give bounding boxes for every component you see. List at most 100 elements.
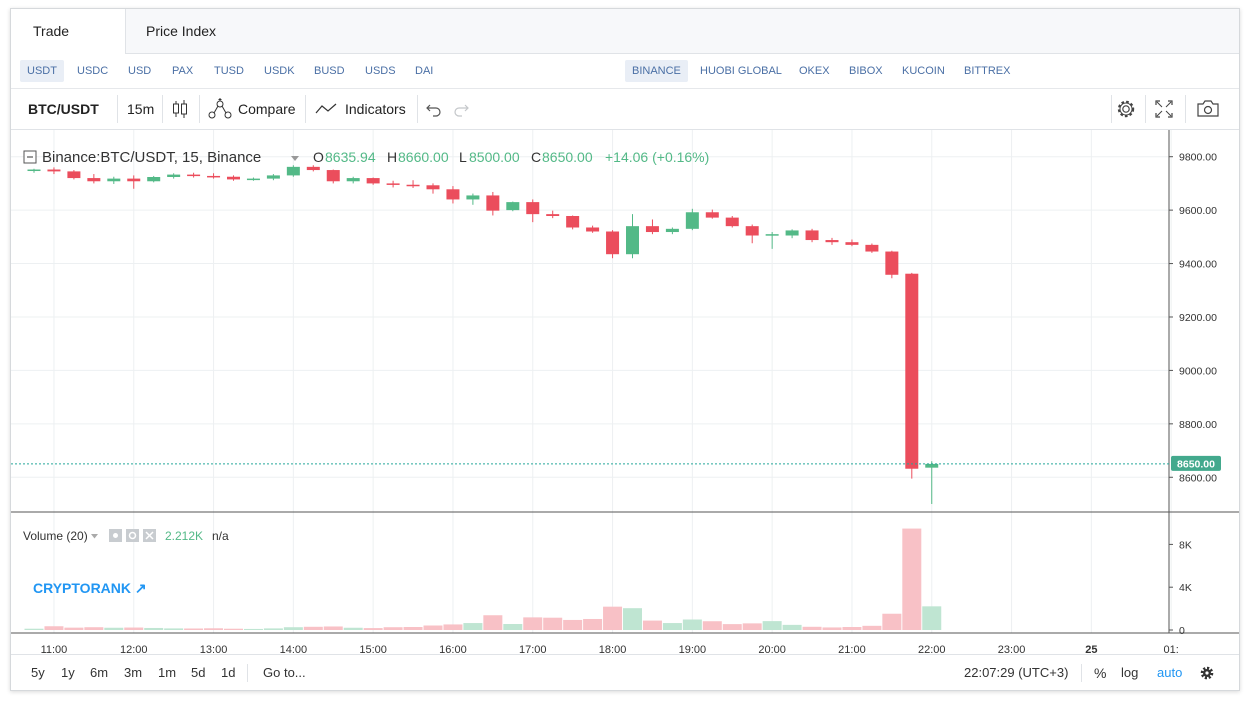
cryptorank-watermark[interactable]: CRYPTORANK ↗	[33, 580, 147, 596]
compare-button[interactable]: Compare	[207, 89, 297, 129]
exchange-bibox[interactable]: BIBOX	[849, 65, 883, 77]
interval-selector[interactable]: 15m	[127, 101, 155, 117]
volume-bar	[742, 623, 762, 630]
tab-trade-view[interactable]: Trade View	[11, 9, 126, 83]
exchange-bittrex[interactable]: BITTREX	[964, 65, 1011, 77]
volume-bar	[922, 606, 942, 630]
quote-busd[interactable]: BUSD	[314, 65, 345, 77]
time-tick-label: 14:00	[280, 644, 308, 654]
volume-bar	[782, 624, 802, 630]
volume-bar	[762, 621, 782, 630]
exchange-okex[interactable]: OKEX	[799, 65, 830, 77]
quote-usds[interactable]: USDS	[365, 65, 396, 77]
price-tick-label: 9000.00	[1179, 365, 1217, 377]
volume-bar	[303, 626, 323, 630]
volume-bar	[443, 624, 463, 630]
range-5y[interactable]: 5y	[31, 665, 45, 680]
range-6m[interactable]: 6m	[90, 665, 109, 680]
range-1m[interactable]: 1m	[158, 665, 177, 680]
legend-high-value: 8660.00	[398, 149, 449, 165]
legend-low-label: L	[459, 149, 467, 165]
volume-bar	[722, 624, 742, 630]
legend-title[interactable]: Binance:BTC/USDT, 15, Binance	[42, 149, 261, 166]
range-1d[interactable]: 1d	[221, 665, 236, 680]
price-chart[interactable]: 9800.00 9600.00 9400.00 9200.00 9000.00 8800.…	[11, 130, 1239, 654]
percent-toggle[interactable]: %	[1094, 665, 1107, 681]
volume-bar	[902, 528, 922, 630]
volume-bar	[822, 627, 842, 630]
candle-body	[346, 178, 360, 182]
legend-close-label: C	[531, 149, 541, 165]
toolbar-divider	[1111, 95, 1112, 123]
last-price-badge: 8650.00	[1171, 455, 1221, 471]
indicators-button[interactable]: Indicators	[315, 89, 415, 129]
redo-button[interactable]	[452, 89, 470, 129]
range-3m[interactable]: 3m	[124, 665, 143, 680]
gear-icon[interactable]	[126, 529, 139, 542]
time-tick-label: 11:00	[41, 644, 68, 654]
eye-pupil	[113, 533, 118, 538]
toolbar-divider	[1145, 95, 1146, 123]
snapshot-button[interactable]	[1196, 89, 1220, 129]
quote-usdk[interactable]: USDK	[264, 65, 295, 77]
quote-dai[interactable]: DAI	[415, 65, 434, 77]
candle-body	[865, 244, 879, 252]
caret-down-icon[interactable]	[291, 156, 299, 161]
candle-body	[845, 242, 859, 245]
volume-legend-label[interactable]: Volume (20)	[23, 529, 88, 543]
candle-body	[47, 169, 61, 172]
volume-bar	[563, 619, 583, 630]
exchange-huobi-global[interactable]: HUOBI GLOBAL	[700, 65, 782, 77]
quote-usdt[interactable]: USDT	[20, 60, 64, 82]
candle-body	[446, 189, 460, 200]
clock-timezone[interactable]: 22:07:29 (UTC+3)	[964, 665, 1069, 680]
legend-change: +14.06 (+0.16%)	[605, 149, 709, 165]
settings-button[interactable]	[1115, 89, 1135, 129]
undo-button[interactable]	[425, 89, 443, 129]
exchange-kucoin[interactable]: KUCOIN	[902, 65, 945, 77]
goto-button[interactable]: Go to...	[263, 665, 306, 680]
volume-bar	[164, 628, 184, 630]
volume-bar	[682, 619, 702, 630]
candle-body	[745, 226, 759, 236]
range-5d[interactable]: 5d	[191, 665, 206, 680]
volume-bar	[543, 617, 563, 630]
tab-price-index[interactable]: Price Index	[146, 23, 217, 39]
price-tick-label: 8600.00	[1179, 472, 1217, 484]
volume-bar	[503, 624, 523, 630]
candle-body	[685, 212, 699, 229]
candle-body	[27, 169, 41, 172]
legend-open-label: O	[313, 149, 324, 165]
time-axis[interactable]: 11:00 12:00 13:00 14:00 15:00 16:00 17:00 18:00…	[41, 644, 1179, 654]
candle-body	[386, 183, 400, 185]
volume-axis[interactable]: 8K 4K 0	[1169, 539, 1192, 637]
volume-bar	[184, 628, 204, 630]
price-tick-label: 8800.00	[1179, 419, 1217, 431]
caret-down-icon[interactable]	[91, 534, 98, 539]
volume-bar	[842, 627, 862, 630]
compare-label: Compare	[238, 101, 296, 117]
volume-bar	[463, 623, 483, 630]
exchange-binance[interactable]: BINANCE	[625, 60, 688, 82]
fullscreen-button[interactable]	[1154, 89, 1174, 129]
volume-bar	[44, 626, 64, 630]
volume-bar	[84, 627, 104, 630]
range-1y[interactable]: 1y	[61, 665, 75, 680]
quote-tusd[interactable]: TUSD	[214, 65, 244, 77]
chart-grid	[11, 130, 1172, 633]
chart-style-button[interactable]	[171, 89, 191, 129]
quote-pax[interactable]: PAX	[172, 65, 194, 77]
auto-toggle[interactable]: auto	[1157, 665, 1183, 680]
chart-toolbar: BTC/USDT 15m Compare	[11, 89, 1239, 130]
candle-body	[406, 184, 420, 187]
volume-bar	[363, 628, 383, 630]
view-tabs: Trade View Price Index	[11, 9, 1239, 83]
quote-usdc[interactable]: USDC	[77, 65, 109, 77]
price-axis[interactable]: 9800.00 9600.00 9400.00 9200.00 9000.00 8800.…	[1169, 152, 1217, 485]
chart-properties-button[interactable]	[1199, 655, 1215, 691]
log-toggle[interactable]: log	[1121, 665, 1139, 680]
candle-body	[326, 170, 340, 182]
symbol-selector[interactable]: BTC/USDT	[28, 101, 99, 117]
quote-usd[interactable]: USD	[128, 65, 152, 77]
time-tick-label: 17:00	[519, 644, 547, 654]
